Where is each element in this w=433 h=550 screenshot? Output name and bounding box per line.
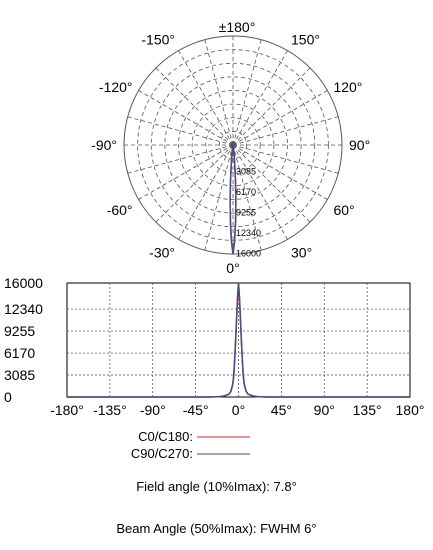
polar-grid-spoke — [127, 116, 234, 146]
y-tick-label: 16000 — [4, 275, 43, 291]
field-angle-text: Field angle (10%Imax): 7.8° — [136, 479, 297, 494]
polar-chart: ±180° 150° 120° 90° 60° 30° 0° -30° -60° -90° -120… — [91, 19, 370, 276]
polar-grid-spoke — [232, 90, 328, 146]
x-tick-label: -180° — [50, 402, 84, 418]
x-tick-label: 45° — [271, 402, 292, 418]
x-tick-label: 90° — [314, 402, 335, 418]
x-tick-label: 180° — [396, 402, 425, 418]
polar-grid-ring — [218, 130, 248, 160]
polar-radial-tick-label: 16000 — [236, 249, 261, 259]
polar-radial-tick-label: 3085 — [236, 167, 256, 177]
polar-angle-label: -90° — [91, 137, 117, 153]
polar-radial-tick-label: 6170 — [236, 187, 256, 197]
legend: C0/C180: C90/C270: — [131, 429, 250, 461]
polar-angle-label: 0° — [226, 260, 239, 276]
polar-angle-label: -60° — [107, 202, 133, 218]
polar-radial-tick-label: 12340 — [236, 228, 261, 238]
x-tick-label: 135° — [353, 402, 382, 418]
polar-angle-label: 150° — [291, 32, 320, 48]
x-tick-label: -90° — [140, 402, 166, 418]
legend-label-c90-c270: C90/C270: — [131, 446, 193, 461]
polar-angle-label: -30° — [149, 244, 175, 260]
polar-grid-spoke — [232, 67, 311, 146]
polar-angle-label: -150° — [141, 32, 175, 48]
polar-grid-ring — [137, 49, 329, 241]
polar-angle-label: 30° — [291, 244, 312, 260]
y-tick-label: 0 — [4, 389, 12, 405]
polar-grid-ring — [150, 62, 316, 228]
polar-series-c90-c270 — [229, 144, 237, 255]
polar-grid-spoke — [232, 116, 339, 146]
polar-grid-ring — [205, 117, 261, 173]
x-tick-label: -45° — [183, 402, 209, 418]
polar-grid-ring — [191, 103, 275, 187]
polar-grid-spoke — [204, 39, 234, 146]
y-tick-label: 3085 — [4, 367, 35, 383]
polar-angle-label: 120° — [333, 79, 362, 95]
polar-angle-label: ±180° — [219, 19, 256, 35]
y-tick-label: 9255 — [4, 323, 35, 339]
line-series-c90-c270 — [67, 282, 410, 398]
polar-radial-tick-label: 9255 — [236, 208, 256, 218]
line-chart: 0 3085 6170 9255 12340 16000 -180° -135° -90° -45… — [4, 275, 424, 418]
polar-grid-spoke — [127, 144, 234, 174]
x-tick-label: -135° — [93, 402, 127, 418]
polar-grid-spoke — [232, 39, 262, 146]
polar-grid-spoke — [232, 50, 288, 146]
beam-angle-text: Beam Angle (50%Imax): FWHM 6° — [116, 521, 317, 536]
polar-angle-label: 60° — [333, 202, 354, 218]
polar-grid-ring — [178, 90, 288, 200]
polar-angle-label: 90° — [349, 137, 370, 153]
polar-angle-label: -120° — [99, 79, 133, 95]
polar-grid-ring — [164, 76, 302, 214]
x-tick-label: 0° — [232, 402, 245, 418]
y-tick-label: 12340 — [4, 301, 43, 317]
y-tick-label: 6170 — [4, 345, 35, 361]
legend-label-c0-c180: C0/C180: — [138, 429, 193, 444]
